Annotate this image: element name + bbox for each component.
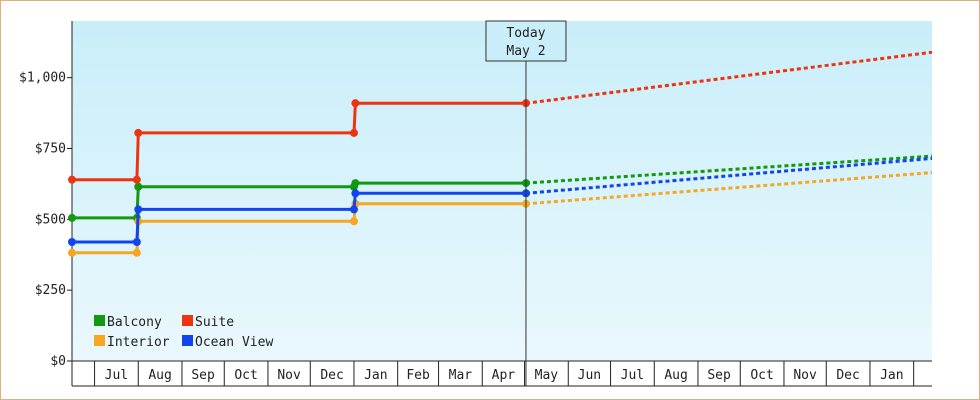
x-tick-label: Dec <box>320 368 343 383</box>
plot-background <box>72 21 932 361</box>
data-point-interior <box>68 248 76 257</box>
x-tick-label: Oct <box>234 368 257 383</box>
x-tick-label: Sep <box>191 368 215 383</box>
series-line-ocean-view <box>72 191 526 244</box>
series-line-balcony <box>72 181 526 220</box>
data-point-balcony <box>134 182 143 191</box>
x-tick-label: Aug <box>148 368 171 383</box>
data-point-ocean-view <box>349 205 358 214</box>
legend-swatch-ocean-view <box>182 335 193 346</box>
series-forecast-balcony <box>525 154 933 185</box>
today-box <box>485 20 567 62</box>
legend-label-balcony: Balcony <box>107 315 162 330</box>
x-tick-label: Feb <box>406 368 430 383</box>
data-point-suite <box>68 175 76 184</box>
today-date-label: May 2 <box>506 44 545 59</box>
data-point-suite <box>134 128 143 137</box>
legend-swatch-balcony <box>94 315 105 326</box>
legend-label-ocean-view: Ocean View <box>195 335 273 350</box>
x-tick-label: Aug <box>664 368 687 383</box>
series-forecast-suite <box>525 50 933 105</box>
legend-swatch-interior <box>94 335 105 346</box>
data-point-balcony <box>351 179 360 188</box>
data-point-suite <box>351 99 360 108</box>
series-line-suite <box>72 101 526 182</box>
y-tick-label: $250 <box>35 283 66 298</box>
legend-label-interior: Interior <box>107 335 170 350</box>
x-tick-label: Apr <box>492 368 516 383</box>
y-tick-label: $1,000 <box>19 71 66 86</box>
x-tick-label: Oct <box>750 368 773 383</box>
series-line-interior <box>72 202 526 255</box>
today-label: Today <box>506 26 545 41</box>
y-tick-label: $500 <box>35 212 66 227</box>
x-tick-label: Dec <box>836 368 859 383</box>
x-tick-label: Sep <box>707 368 731 383</box>
x-tick-label: Jan <box>364 368 387 383</box>
x-tick-label: Jan <box>880 368 903 383</box>
x-tick-label: Nov <box>277 368 301 383</box>
data-point-suite <box>349 128 358 137</box>
series-forecast-interior <box>525 171 933 206</box>
data-point-ocean-view <box>132 238 141 246</box>
x-tick-label: Jun <box>578 368 601 383</box>
x-tick-label: May <box>535 368 559 383</box>
data-point-interior <box>132 248 141 257</box>
legend-label-suite: Suite <box>195 315 234 330</box>
data-point-balcony <box>68 213 76 222</box>
data-point-suite <box>132 175 141 184</box>
x-tick-label: Jul <box>621 368 644 383</box>
series-forecast-ocean-view <box>525 156 933 195</box>
data-point-interior <box>349 217 358 226</box>
x-tick-label: Mar <box>449 368 473 383</box>
data-point-ocean-view <box>134 205 143 214</box>
y-tick-label: $750 <box>35 142 66 157</box>
data-point-ocean-view <box>351 189 360 198</box>
y-tick-label: $0 <box>50 354 66 369</box>
x-tick-label: Nov <box>793 368 817 383</box>
x-tick-label: Jul <box>105 368 128 383</box>
data-point-ocean-view <box>68 238 76 246</box>
legend-swatch-suite <box>182 315 193 326</box>
